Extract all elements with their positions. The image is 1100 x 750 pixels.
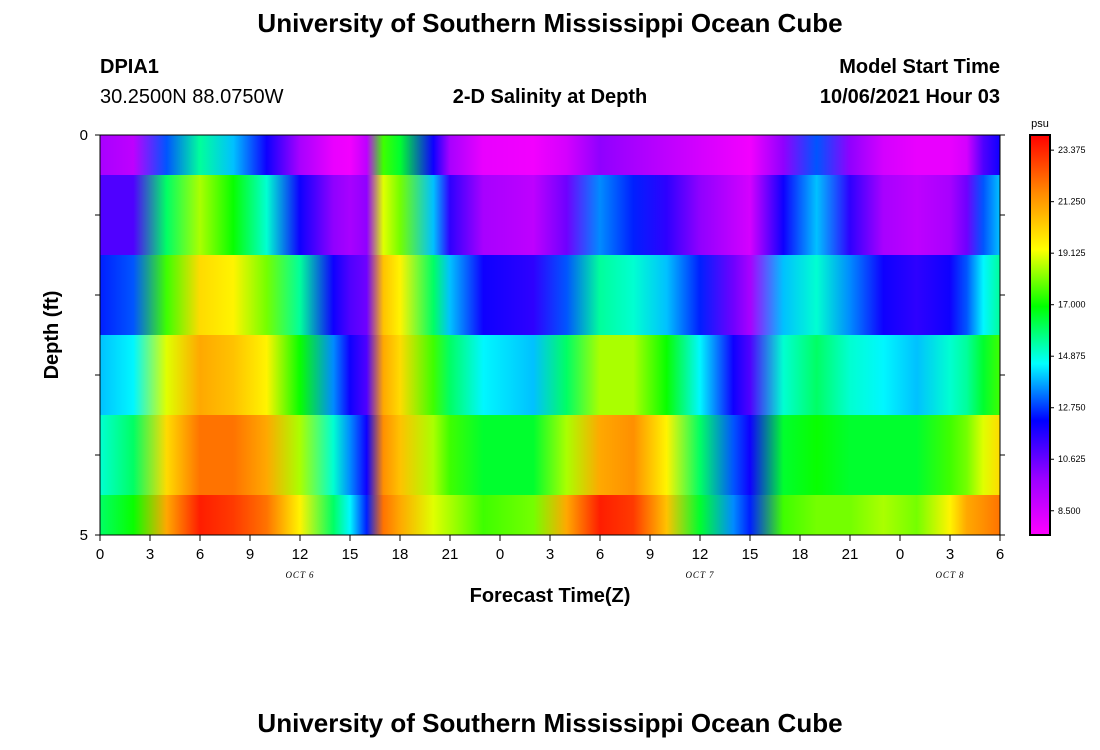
heatmap-layer — [100, 255, 1000, 335]
x-tick-label: 12 — [292, 546, 309, 563]
salinity-heatmap-chart: 0 3 6 9 12 15 18 21 0 3 6 9 12 15 18 21 0 3 6 OCT 6 OCT 7 OCT… — [41, 118, 1086, 580]
x-tick-label: 3 — [946, 546, 954, 563]
station-coords: 30.2500N 88.0750W — [100, 86, 284, 108]
colorbar-scale — [1029, 134, 1051, 536]
x-tick-label: 18 — [392, 546, 409, 563]
colorbar-tick-label: 14.875 — [1058, 351, 1086, 361]
heatmap-layer — [100, 135, 1000, 175]
x-tick-label: 9 — [646, 546, 654, 563]
x-tick-label: 3 — [146, 546, 154, 563]
chart-axes: 0 3 6 9 12 15 18 21 0 3 6 9 12 15 18 21 0 3 6 OCT 6 OCT 7 OCT… — [41, 127, 1005, 580]
x-tick-label: 15 — [342, 546, 359, 563]
colorbar-tick-label: 23.375 — [1058, 145, 1086, 155]
heatmap-cells — [100, 135, 1000, 535]
x-tick-label: 6 — [196, 546, 204, 563]
x-tick-label: 0 — [96, 546, 104, 563]
colorbar-tick-label: 21.250 — [1058, 197, 1086, 207]
footer-title: University of Southern Mississippi Ocean… — [257, 708, 843, 738]
heatmap-layer — [100, 415, 1000, 495]
colorbar-unit: psu — [1031, 118, 1049, 130]
date-label: OCT 7 — [685, 570, 714, 580]
x-tick-label: 9 — [246, 546, 254, 563]
page-title: University of Southern Mississippi Ocean… — [257, 8, 843, 38]
x-tick-label: 12 — [692, 546, 709, 563]
heatmap-layer — [100, 495, 1000, 535]
x-tick-label: 3 — [546, 546, 554, 563]
x-tick-label: 6 — [596, 546, 604, 563]
colorbar-tick-label: 17.000 — [1058, 300, 1086, 310]
model-start-label: Model Start Time — [839, 56, 1000, 78]
x-tick-label: 6 — [996, 546, 1004, 563]
colorbar-tick-label: 12.750 — [1058, 403, 1086, 413]
x-tick-label: 18 — [792, 546, 809, 563]
heatmap-layer — [100, 175, 1000, 255]
x-tick-label: 0 — [496, 546, 504, 563]
x-tick-label: 15 — [742, 546, 759, 563]
station-id: DPIA1 — [100, 56, 159, 78]
y-tick-label: 5 — [80, 527, 88, 544]
colorbar: 23.375 21.250 19.125 17.000 14.875 12.750 10.6… — [1029, 118, 1086, 536]
colorbar-tick-label: 19.125 — [1058, 248, 1086, 258]
x-tick-label: 21 — [442, 546, 459, 563]
y-axis-label: Depth (ft) — [41, 291, 63, 380]
model-start-value: 10/06/2021 Hour 03 — [819, 86, 1000, 108]
x-tick-label: 0 — [896, 546, 904, 563]
chart-subtitle: 2-D Salinity at Depth — [452, 86, 648, 108]
x-axis-label: Forecast Time(Z) — [469, 585, 631, 607]
x-tick-label: 21 — [842, 546, 859, 563]
colorbar-tick-label: 10.625 — [1058, 454, 1086, 464]
date-label: OCT 8 — [935, 570, 964, 580]
y-tick-label: 0 — [80, 127, 88, 144]
colorbar-tick-label: 8.500 — [1058, 506, 1081, 516]
heatmap-layer — [100, 335, 1000, 415]
date-label: OCT 6 — [285, 570, 314, 580]
